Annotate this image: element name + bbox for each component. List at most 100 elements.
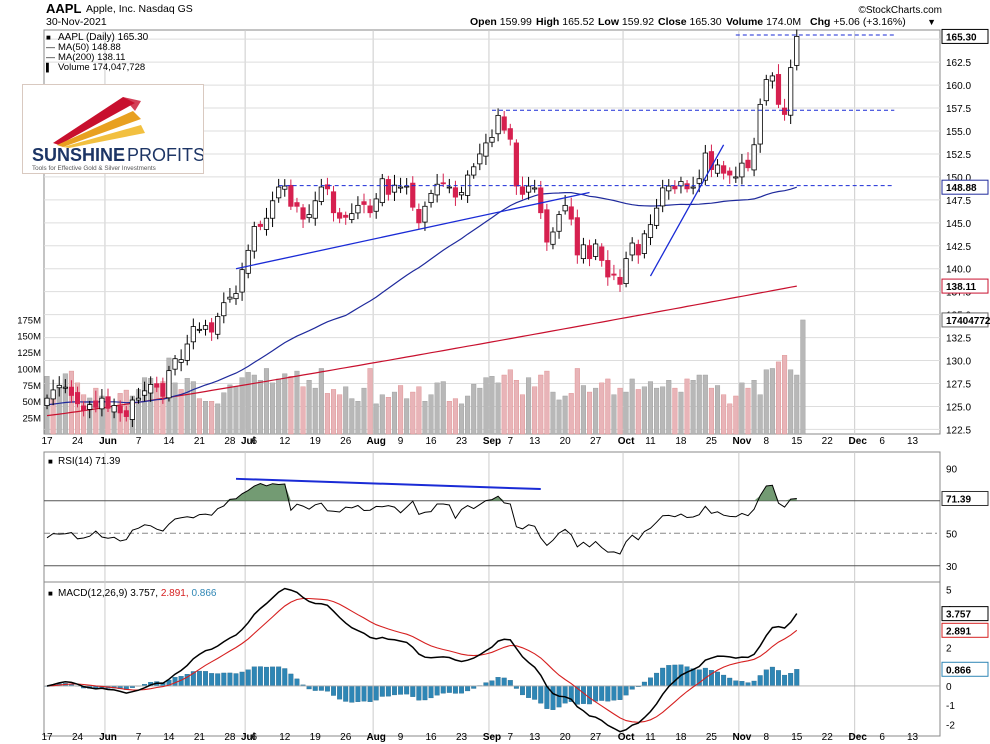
logo-tagline: Tools for Effective Gold & Silver Invest… xyxy=(32,165,156,172)
candle-body xyxy=(745,159,751,169)
ma200-last-tag: 138.11 xyxy=(946,282,976,293)
stat-open: Open 159.99 xyxy=(470,16,532,28)
candle-body xyxy=(239,269,245,293)
macd-histogram-bar xyxy=(465,685,471,692)
volume-bar xyxy=(288,376,294,435)
x-tick-label: Aug xyxy=(366,436,385,447)
macd-histogram-bar xyxy=(587,685,592,705)
sunshine-profits-logo: SUNSHINE PROFITS Tools for Effective Gol… xyxy=(22,84,204,174)
x-tick-label: Aug xyxy=(366,732,385,743)
macd-histogram-bar xyxy=(660,667,666,687)
volume-bar xyxy=(507,369,513,435)
macd-histogram-bar xyxy=(318,685,324,691)
x-tick-label: 14 xyxy=(163,732,175,743)
candle-body xyxy=(355,204,361,214)
candle-body xyxy=(166,370,172,399)
volume-bar xyxy=(617,387,623,435)
rsi-tick-label: 50 xyxy=(946,529,958,540)
volume-bar xyxy=(404,398,410,435)
macd-histogram-bar xyxy=(312,685,318,691)
candle-body xyxy=(708,151,715,170)
candle-body xyxy=(105,396,111,409)
stat-low: Low 159.92 xyxy=(598,16,654,28)
volume-bar xyxy=(532,386,538,435)
macd-histogram-bar xyxy=(306,685,312,690)
macd-histogram-bar xyxy=(721,674,727,687)
x-tick-label: 28 xyxy=(224,732,236,743)
price-tick-label: 155.0 xyxy=(946,127,971,138)
candle-body xyxy=(397,186,404,189)
candle-body xyxy=(56,384,62,389)
candle-body xyxy=(538,187,544,214)
volume-bar xyxy=(769,368,775,435)
price-tick-label: 127.5 xyxy=(946,380,971,391)
volume-bar xyxy=(556,399,562,435)
x-tick-label: 6 xyxy=(252,436,258,447)
stat-label: Chg xyxy=(810,16,833,28)
volume-bar xyxy=(763,369,769,435)
volume-bar xyxy=(221,392,227,435)
volume-bar xyxy=(324,393,330,435)
x-tick-label: Sep xyxy=(483,436,501,447)
volume-bar xyxy=(203,401,209,435)
volume-bar xyxy=(745,387,751,435)
volume-bar xyxy=(263,368,269,435)
x-tick-label: 25 xyxy=(706,732,718,743)
volume-bar xyxy=(398,385,404,435)
candle-body xyxy=(794,36,800,66)
candle-body xyxy=(349,213,355,220)
stat-label: High xyxy=(536,16,562,28)
candle-body xyxy=(422,205,428,223)
stat-value: 165.52 xyxy=(562,16,594,28)
candle-body xyxy=(202,325,209,330)
x-tick-label: Nov xyxy=(732,732,751,743)
macd-histogram-bar xyxy=(288,673,294,687)
price-tick-label: 122.5 xyxy=(946,425,971,436)
x-tick-label: 23 xyxy=(456,436,468,447)
x-tick-label: Dec xyxy=(849,732,868,743)
volume-bar xyxy=(227,384,233,435)
volume-bar xyxy=(172,382,178,435)
volume-bar xyxy=(215,403,221,435)
x-tick-label: 12 xyxy=(279,436,291,447)
hist-last-tag-box xyxy=(941,661,989,677)
candle-body xyxy=(330,191,337,214)
candle-body xyxy=(605,260,611,278)
stat-value: 159.99 xyxy=(500,16,532,28)
candle-body xyxy=(416,209,422,224)
volume-tick-label: 150M xyxy=(17,332,41,343)
x-tick-label: 17 xyxy=(41,436,53,447)
volume-bar xyxy=(184,378,190,435)
macd-histogram-bar xyxy=(532,685,538,700)
x-tick-label: 28 xyxy=(224,436,236,447)
candle-body xyxy=(361,201,367,205)
volume-bar xyxy=(544,370,550,435)
volume-bar xyxy=(788,369,794,435)
candle-body xyxy=(428,193,434,204)
macd-histogram-bar xyxy=(355,685,361,702)
x-tick-label: Jul xyxy=(241,732,256,743)
macd-tick-label: 2 xyxy=(946,643,952,654)
x-tick-label: 20 xyxy=(560,436,572,447)
candle-body xyxy=(647,224,654,238)
x-tick-label: 16 xyxy=(425,436,437,447)
macd-histogram-bar xyxy=(416,685,422,701)
macd-tick-label: 0 xyxy=(946,682,952,693)
candle-body xyxy=(276,186,282,199)
volume-bar xyxy=(190,381,196,435)
volume-bar xyxy=(391,391,397,435)
volume-bar xyxy=(495,382,501,435)
volume-bar xyxy=(751,380,757,435)
volume-bar xyxy=(580,385,586,435)
candle-body xyxy=(757,103,763,145)
hist-last-tag: 0.866 xyxy=(946,665,971,676)
macd-histogram-bar xyxy=(629,685,635,690)
x-tick-label: Oct xyxy=(618,436,635,447)
candle-body xyxy=(495,114,501,135)
macd-histogram-bar xyxy=(196,670,202,687)
candle-body xyxy=(525,185,532,193)
price-tick-label: 125.0 xyxy=(946,402,971,413)
ma50-last-tag: 148.88 xyxy=(946,183,977,194)
macd-histogram-bar xyxy=(233,673,239,687)
rsi-last-tag-box xyxy=(941,490,989,506)
